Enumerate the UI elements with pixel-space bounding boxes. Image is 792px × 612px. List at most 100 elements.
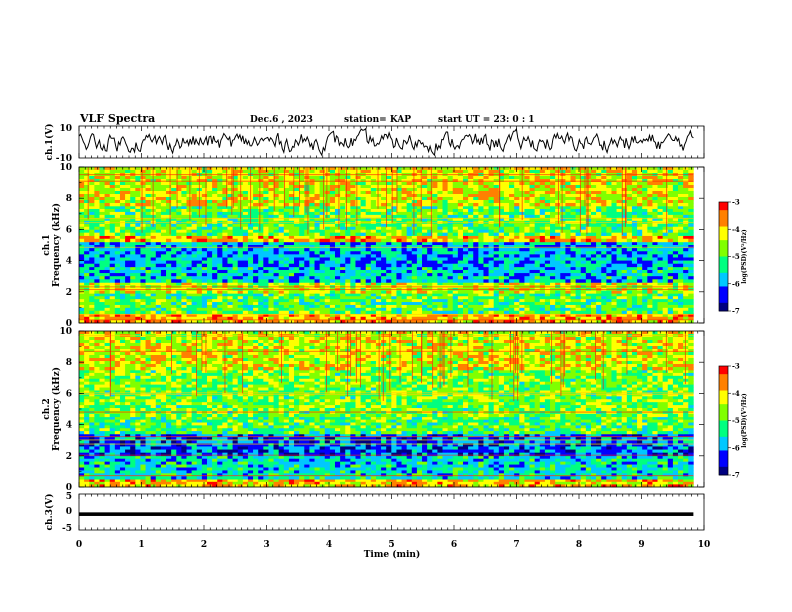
spectrogram-cell xyxy=(662,304,669,309)
spectrogram-cell xyxy=(580,257,587,261)
spectrogram-cell xyxy=(381,282,387,286)
spectrogram-cell xyxy=(514,279,520,283)
spectrogram-cell xyxy=(206,214,213,219)
spectrogram-cell xyxy=(334,235,341,240)
spectrogram-cell xyxy=(437,254,443,258)
spectrogram-cell xyxy=(509,211,515,216)
spectrogram-cell xyxy=(544,238,551,243)
station-label: station= KAP xyxy=(344,115,411,125)
spectrogram-cell xyxy=(237,304,244,309)
spectrogram-cell xyxy=(427,299,433,303)
spectrogram-cell xyxy=(626,254,633,258)
spectrogram-cell xyxy=(263,167,269,171)
spectrogram-cell xyxy=(529,307,535,312)
spectrogram-cell xyxy=(283,257,290,261)
spectrogram-cell xyxy=(411,266,418,271)
spectrogram-cell xyxy=(626,304,633,309)
spectrogram-cell xyxy=(678,211,684,216)
spectrogram-cell xyxy=(186,254,192,258)
spectrogram-cell xyxy=(544,208,551,213)
spectrogram-cell xyxy=(519,232,525,236)
spectrogram-cell xyxy=(427,302,433,306)
spectrogram-cell xyxy=(544,269,551,274)
spectrogram-cell xyxy=(89,273,95,277)
spectrogram-cell xyxy=(570,167,576,171)
spectrogram-cell xyxy=(442,319,448,324)
spectrogram-cell xyxy=(678,260,684,265)
spectrogram-cell xyxy=(503,251,510,255)
spectrogram-cell xyxy=(309,266,315,271)
spectrogram-cell xyxy=(596,238,602,243)
spectrogram-cell xyxy=(550,226,556,231)
spectrogram-cell xyxy=(626,282,633,286)
spectrogram-cell xyxy=(242,214,249,219)
spectrogram-cell xyxy=(94,293,100,297)
spectrogram-cell xyxy=(370,206,377,210)
spectrogram-cell xyxy=(437,208,443,213)
spectrogram-cell xyxy=(319,282,326,286)
spectrogram-cell xyxy=(560,260,566,265)
spectrogram-cell xyxy=(498,296,505,300)
spectrogram-cell xyxy=(84,238,90,243)
spectrogram-cell xyxy=(386,266,392,271)
spectrogram-cell xyxy=(519,273,525,277)
spectrogram-cell xyxy=(294,263,300,268)
spectrogram-cell xyxy=(191,251,198,255)
spectrogram-cell xyxy=(350,214,356,219)
spectrogram-cell xyxy=(237,302,244,306)
spectrogram-cell xyxy=(575,235,582,240)
spectrogram-cell xyxy=(457,245,464,249)
spectrogram-cell xyxy=(473,248,479,252)
spectrogram-cell xyxy=(462,248,469,252)
spectrogram-cell xyxy=(232,282,239,286)
spectrogram-cell xyxy=(493,310,500,314)
spectrogram-cell xyxy=(637,296,643,300)
spectrogram-cell xyxy=(631,269,638,274)
spectrogram-cell xyxy=(473,226,479,231)
spectrogram-cell xyxy=(575,241,582,246)
spectrogram-cell xyxy=(375,241,382,246)
spectrogram-cell xyxy=(324,304,331,309)
spectrogram-cell xyxy=(309,229,315,233)
spectrogram-cell xyxy=(206,302,213,306)
spectrogram-cell xyxy=(360,217,367,222)
spectrogram-cell xyxy=(565,229,571,233)
spectrogram-cell xyxy=(442,307,448,312)
spectrogram-cell xyxy=(309,263,315,268)
spectrogram-cell xyxy=(176,245,182,249)
spectrogram-cell xyxy=(611,223,617,228)
spectrogram-cell xyxy=(596,296,602,300)
spectrogram-cell xyxy=(125,310,131,314)
spectrogram-cell xyxy=(437,214,443,219)
spectrogram-cell xyxy=(539,263,546,268)
spectrogram-cell xyxy=(155,257,162,261)
spectrogram-cell xyxy=(201,214,208,219)
spectrogram-cell xyxy=(606,293,612,297)
spectrogram-cell xyxy=(375,206,382,210)
spectrogram-cell xyxy=(606,241,612,246)
spectrogram-cell xyxy=(524,167,530,171)
spectrogram-cell xyxy=(606,279,612,283)
spectrogram-cell xyxy=(288,260,295,265)
spectrogram-cell xyxy=(678,304,684,309)
spectrogram-cell xyxy=(473,235,479,240)
spectrogram-cell xyxy=(596,235,602,240)
spectrogram-cell xyxy=(79,214,85,219)
spectrogram-cell xyxy=(509,208,515,213)
spectrogram-cell xyxy=(678,217,684,222)
spectrogram-cell xyxy=(273,217,279,222)
spectrogram-cell xyxy=(457,208,464,213)
spectrogram-cell xyxy=(125,304,131,309)
spectrogram-cell xyxy=(319,302,326,306)
spectrogram-cell xyxy=(278,313,285,318)
spectrogram-cell xyxy=(365,232,372,236)
spectrogram-cell xyxy=(596,208,602,213)
spectrogram-cell xyxy=(109,296,116,300)
spectrogram-cell xyxy=(406,241,413,246)
spectrogram-cell xyxy=(437,276,443,280)
spectrogram-cell xyxy=(365,319,372,324)
spectrogram-cell xyxy=(99,235,105,240)
spectrogram-cell xyxy=(314,251,320,255)
spectrogram-cell xyxy=(94,206,100,210)
spectrogram-cell xyxy=(509,232,515,236)
